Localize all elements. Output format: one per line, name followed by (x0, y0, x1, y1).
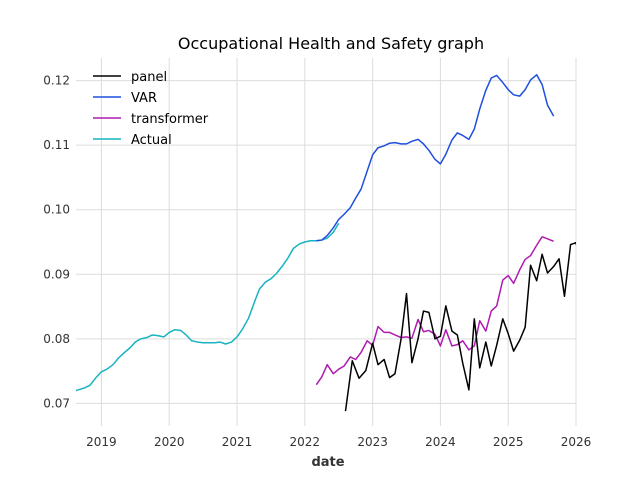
gridlines (76, 58, 577, 426)
x-tick-label: 2022 (290, 435, 321, 449)
legend: panel VAR transformer Actual (93, 70, 209, 148)
series-line-transformer (315, 236, 554, 386)
y-tick-label: 0.07 (43, 396, 70, 410)
x-tick-label: 2024 (425, 435, 456, 449)
x-tick-label: 2021 (222, 435, 253, 449)
series-line-panel (344, 241, 576, 412)
legend-label-var: VAR (131, 91, 157, 106)
x-tick-label: 2026 (561, 435, 592, 449)
tick-labels: 2019 2020 2021 2022 2023 2024 2025 2026 0.07 0.08… (43, 74, 591, 449)
series-line-actual (76, 222, 340, 392)
x-tick-label: 2020 (154, 435, 185, 449)
x-tick-label: 2023 (357, 435, 388, 449)
x-tick-label: 2025 (493, 435, 524, 449)
x-tick-label: 2019 (86, 435, 117, 449)
legend-label-transformer: transformer (131, 112, 209, 127)
y-tick-label: 0.10 (43, 203, 70, 217)
y-tick-label: 0.11 (43, 138, 70, 152)
legend-label-panel: panel (131, 70, 167, 85)
x-axis-label: date (311, 455, 344, 470)
y-tick-label: 0.08 (43, 332, 70, 346)
y-tick-label: 0.12 (43, 74, 70, 88)
series-line-var (316, 74, 555, 242)
legend-label-actual: Actual (131, 133, 172, 148)
y-tick-label: 0.09 (43, 267, 70, 281)
chart-title: Occupational Health and Safety graph (178, 34, 484, 53)
series-lines (76, 74, 576, 412)
